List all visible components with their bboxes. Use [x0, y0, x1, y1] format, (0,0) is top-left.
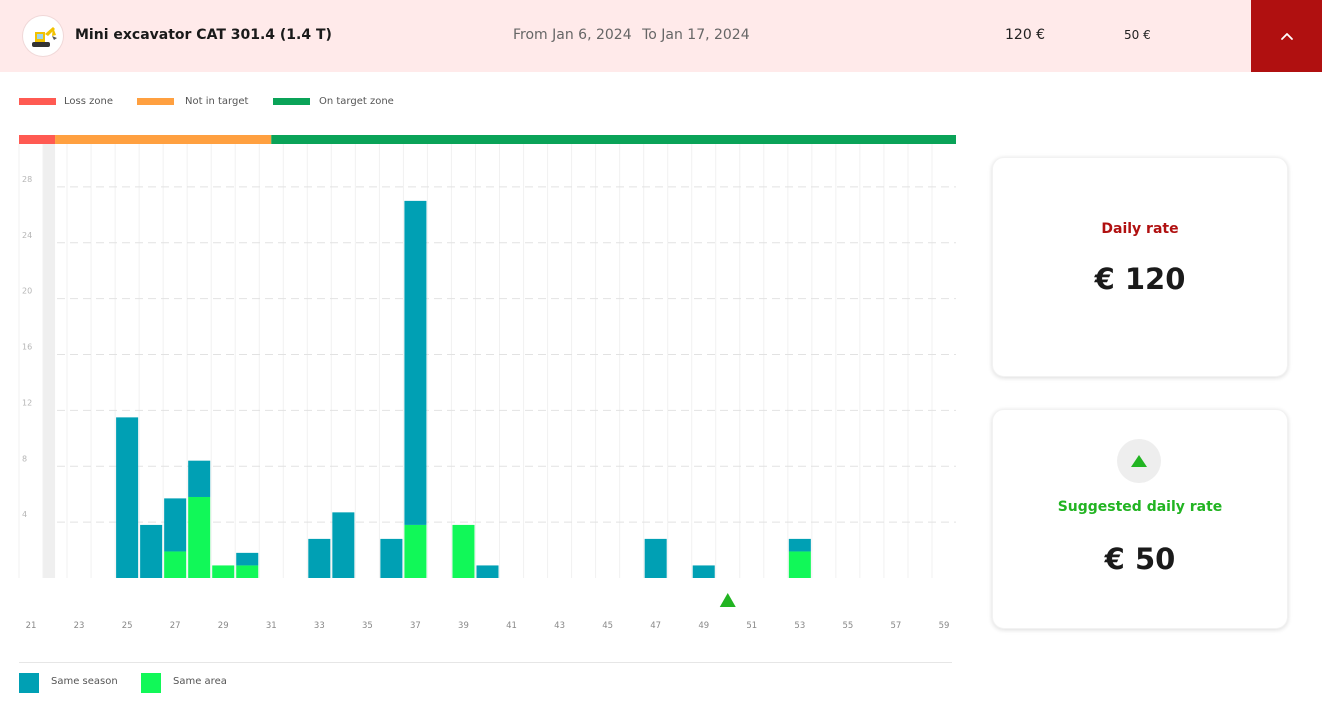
chevron-up-icon [1280, 33, 1293, 40]
x-tick-label: 27 [170, 621, 181, 631]
bar-same-season [788, 538, 811, 552]
legend-swatch [137, 98, 174, 105]
x-tick-label: 55 [842, 621, 853, 631]
y-tick-label: 8 [22, 454, 27, 463]
shaded-column [43, 144, 56, 578]
x-tick-label: 51 [746, 621, 757, 631]
daily-rate-label: Daily rate [1101, 221, 1179, 237]
x-tick-label: 21 [26, 621, 37, 631]
legend-swatch-same-area [141, 673, 161, 693]
bar-same-area [236, 565, 259, 578]
x-tick-label: 33 [314, 621, 325, 631]
bar-same-area [188, 496, 211, 578]
trend-badge [1117, 439, 1161, 483]
legend-label: On target zone [319, 96, 394, 107]
suggested-rate-card: Suggested daily rate € 50 [992, 409, 1288, 629]
bar-same-area [404, 524, 427, 578]
bar-same-season [476, 565, 499, 578]
header-bar: Mini excavator CAT 301.4 (1.4 T) From Ja… [0, 0, 1322, 72]
y-tick-label: 24 [22, 231, 32, 240]
x-tick-label: 25 [122, 621, 133, 631]
x-tick-label: 45 [602, 621, 613, 631]
y-tick-label: 28 [22, 175, 32, 184]
legend-label-same-area: Same area [173, 676, 227, 687]
daily-rate-value: € 120 [1094, 262, 1186, 296]
bar-same-season [188, 460, 211, 497]
x-tick-label: 43 [554, 621, 565, 631]
bar-same-season [332, 512, 355, 578]
bar-same-area [452, 524, 475, 578]
current-price: 120 € [1005, 27, 1046, 43]
y-tick-label: 16 [22, 343, 32, 352]
x-tick-label: 57 [891, 621, 902, 631]
bar-same-season [236, 552, 259, 566]
date-from: From Jan 6, 2024 [513, 27, 632, 43]
y-tick-label: 20 [22, 287, 32, 296]
legend-label: Loss zone [64, 96, 113, 107]
x-tick-label: 47 [650, 621, 661, 631]
x-tick-label: 23 [74, 621, 85, 631]
legend-divider [19, 662, 952, 663]
x-tick-label: 41 [506, 621, 517, 631]
y-tick-label: 4 [22, 510, 27, 519]
x-tick-label: 35 [362, 621, 373, 631]
bar-same-season [308, 538, 331, 578]
legend-swatch-same-season [19, 673, 39, 693]
bar-same-season [692, 565, 715, 578]
suggested-price: 50 € [1124, 28, 1151, 42]
x-tick-label: 59 [939, 621, 950, 631]
bar-same-season [164, 498, 187, 552]
bar-same-area [164, 551, 187, 578]
rate-distribution-chart: 4 8 12 16 20 24 28 21 23 25 27 29 31 33 35 37 39 41 43 45 47… [18, 135, 956, 631]
date-range: From Jan 6, 2024 To Jan 17, 2024 [513, 27, 756, 43]
x-tick-label: 53 [794, 621, 805, 631]
x-tick-label: 39 [458, 621, 469, 631]
suggested-rate-marker [719, 593, 736, 607]
x-tick-label: 29 [218, 621, 229, 631]
bar-same-area [788, 551, 811, 578]
legend-swatch [273, 98, 310, 105]
suggested-rate-value: € 50 [1104, 542, 1176, 576]
x-tick-label: 37 [410, 621, 421, 631]
bar-same-season [140, 524, 163, 578]
legend-swatch [19, 98, 56, 105]
bar-same-area [212, 565, 235, 578]
suggested-rate-label: Suggested daily rate [1057, 499, 1223, 515]
legend-label: Not in target [185, 96, 249, 107]
zone-band [55, 135, 272, 144]
excavator-icon [32, 27, 57, 47]
x-tick-label: 31 [266, 621, 277, 631]
bar-same-season [404, 200, 427, 525]
bar-same-season [380, 538, 403, 578]
date-to: To Jan 17, 2024 [642, 27, 750, 43]
zone-band [271, 135, 956, 144]
zone-band [19, 135, 56, 144]
product-name: Mini excavator CAT 301.4 (1.4 T) [75, 27, 332, 43]
x-tick-label: 49 [698, 621, 709, 631]
y-tick-label: 12 [22, 398, 32, 407]
triangle-up-icon [1131, 455, 1147, 467]
bar-same-season [116, 417, 139, 578]
legend-label-same-season: Same season [51, 676, 118, 687]
bar-same-season [644, 538, 667, 578]
product-avatar [23, 16, 63, 56]
daily-rate-card: Daily rate € 120 [992, 157, 1288, 377]
collapse-button[interactable] [1251, 0, 1322, 72]
